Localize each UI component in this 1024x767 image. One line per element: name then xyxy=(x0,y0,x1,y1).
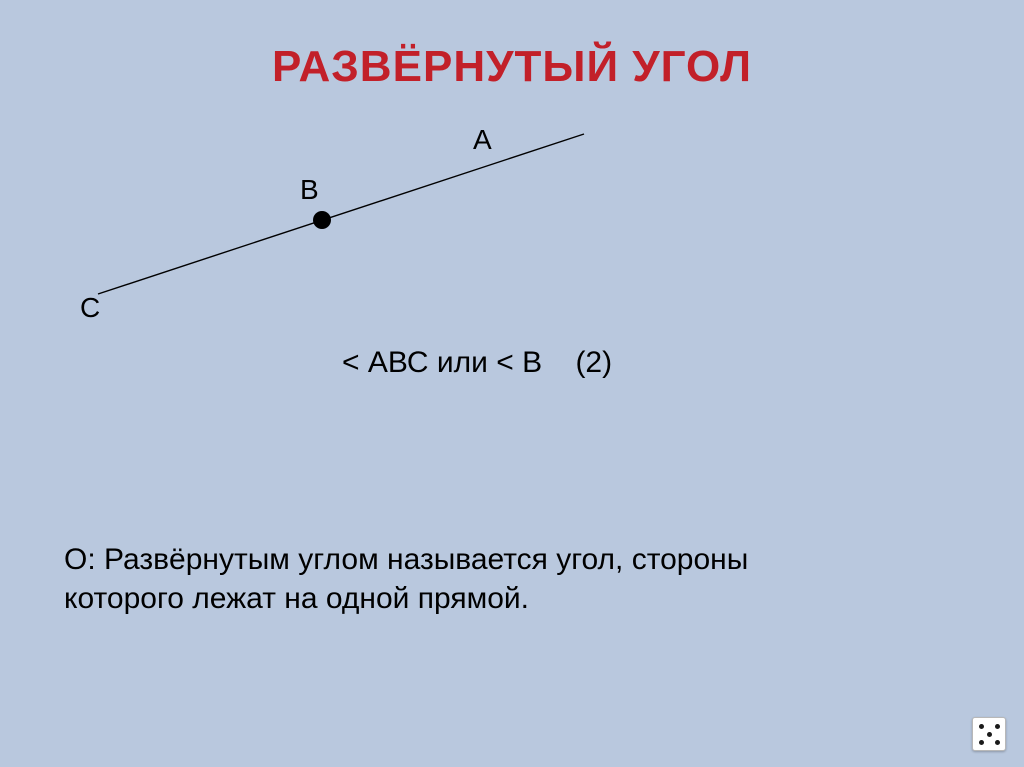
slide: РАЗВЁРНУТЫЙ УГОЛ А В С < АВС или < В (2)… xyxy=(0,0,1024,767)
label-A: А xyxy=(473,124,492,156)
definition-line1: О: Развёрнутым углом называется угол, ст… xyxy=(64,540,748,579)
slide-title: РАЗВЁРНУТЫЙ УГОЛ xyxy=(0,42,1024,92)
angle-notation: < АВС или < В (2) xyxy=(342,346,612,380)
dice-icon[interactable] xyxy=(972,717,1006,751)
diagram-svg xyxy=(78,116,598,306)
definition-line2: которого лежат на одной прямой. xyxy=(64,579,748,618)
point-B-dot xyxy=(313,211,331,229)
angle-diagram: А В С xyxy=(78,116,598,306)
label-C: С xyxy=(80,292,100,324)
definition-text: О: Развёрнутым углом называется угол, ст… xyxy=(64,540,748,618)
line-CA xyxy=(98,134,584,294)
label-B: В xyxy=(300,174,319,206)
